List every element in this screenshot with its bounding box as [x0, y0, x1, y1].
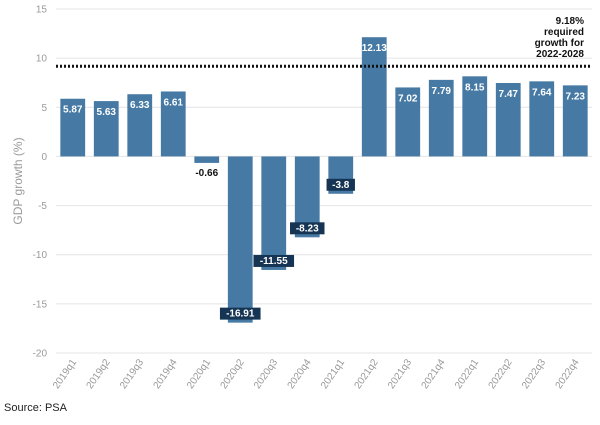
x-tick-label: 2022q4	[554, 357, 582, 391]
x-tick-label: 2019q4	[152, 357, 180, 391]
data-label-bg	[219, 307, 261, 320]
data-label: -0.66	[195, 168, 218, 179]
bars	[60, 37, 588, 323]
bar	[495, 83, 521, 157]
data-labels: 5.87 5.63 6.33 6.61 -0.66 -16.91 -11.55 -8.23 -3…	[63, 43, 586, 320]
bar	[428, 79, 454, 157]
bar	[361, 37, 387, 157]
data-label-bg	[290, 222, 325, 235]
x-tick-label: 2021q3	[386, 357, 414, 391]
data-label: -16.91	[226, 309, 255, 320]
data-label: 8.15	[465, 82, 485, 93]
bar	[160, 91, 186, 157]
bar	[462, 76, 488, 157]
reference-annotation: required	[544, 27, 584, 38]
x-tick-label: 2019q1	[51, 357, 79, 391]
x-tick-label: 2019q2	[85, 357, 113, 391]
x-tick-label: 2020q2	[219, 357, 247, 391]
x-tick-label: 2020q3	[252, 357, 280, 391]
y-tick-label: -20	[33, 349, 48, 360]
y-tick-label: -15	[33, 299, 48, 310]
data-label: 6.33	[130, 100, 150, 111]
data-label-bg	[326, 178, 355, 191]
x-tick-labels: 2019q1 2019q2 2019q3 2019q4 2020q1 2020q2 2020…	[51, 357, 582, 391]
x-tick-label: 2021q1	[319, 357, 347, 391]
data-label-bg	[253, 254, 295, 267]
y-tick-labels: 15 10 5 0 -5 -10 -15 -20	[33, 5, 48, 360]
bar	[261, 156, 287, 270]
data-label: 6.61	[164, 97, 184, 108]
bar	[127, 94, 153, 157]
bar	[562, 85, 588, 157]
data-label: -3.8	[332, 180, 350, 191]
reference-annotation: 9.18%	[556, 16, 584, 27]
source-note: Source: PSA	[4, 402, 67, 414]
y-tick-label: -5	[38, 201, 47, 212]
data-label: -8.23	[296, 223, 319, 234]
data-label: 5.63	[97, 107, 117, 118]
bar	[395, 87, 421, 157]
x-tick-label: 2022q2	[487, 357, 515, 391]
data-label: 7.64	[532, 87, 552, 98]
y-axis-label: GDP growth (%)	[11, 137, 25, 224]
reference-annotation: 2022-2028	[536, 49, 584, 60]
bar	[529, 81, 555, 157]
data-label: 7.79	[432, 86, 452, 97]
x-tick-label: 2019q3	[118, 357, 146, 391]
data-label: 5.87	[63, 105, 83, 116]
gridlines	[56, 8, 592, 354]
y-tick-label: 15	[36, 5, 48, 16]
x-tick-label: 2021q4	[420, 357, 448, 391]
y-tick-label: -10	[33, 250, 48, 261]
data-label: 7.02	[398, 93, 418, 104]
x-tick-label: 2022q1	[453, 357, 481, 391]
data-label: 7.47	[499, 89, 519, 100]
bar	[227, 156, 253, 323]
data-label: -11.55	[260, 256, 288, 267]
reference-annotation: growth for	[535, 38, 585, 49]
x-tick-label: 2022q3	[520, 357, 548, 391]
x-tick-label: 2021q2	[353, 357, 381, 391]
bar	[60, 98, 86, 157]
bar	[194, 156, 220, 163]
y-tick-label: 0	[41, 152, 47, 163]
y-tick-label: 5	[41, 103, 47, 114]
y-tick-label: 10	[36, 54, 48, 65]
data-label: 12.13	[362, 43, 387, 54]
data-label: 7.23	[566, 91, 586, 102]
x-tick-label: 2020q1	[185, 357, 213, 391]
bar	[93, 101, 119, 157]
x-tick-label: 2020q4	[286, 357, 314, 391]
